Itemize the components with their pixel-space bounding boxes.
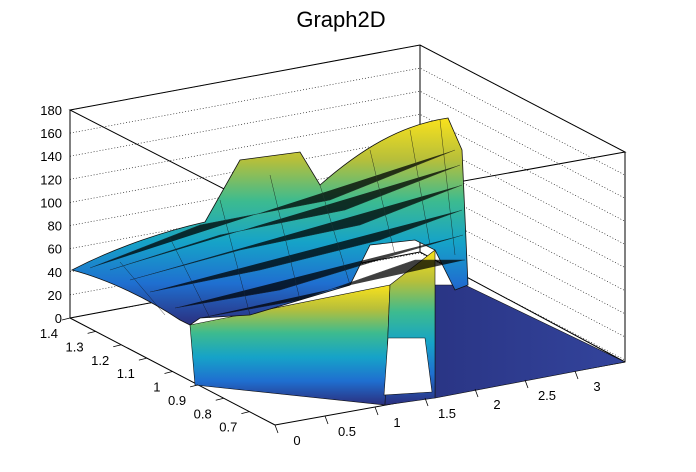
y-tick-label: 0.8 [194, 406, 212, 421]
x-tick-label: 0 [293, 433, 300, 448]
x-tick-label: 2 [493, 397, 500, 412]
x-tick-label: 2.5 [538, 388, 556, 403]
y-tick-label: 1 [153, 380, 160, 395]
y-tick-label: 0.9 [168, 393, 186, 408]
x-tick-mark [424, 397, 429, 407]
x-tick-mark [574, 370, 579, 380]
z-gridline [69, 183, 626, 291]
grid-lines [69, 44, 626, 361]
z-tick-label: 100 [40, 195, 62, 210]
y-tick-mark [113, 344, 122, 348]
x-tick-mark [374, 406, 379, 416]
x-tick-mark [324, 415, 329, 425]
z-tick-label: 180 [40, 103, 62, 118]
z-gridline [69, 114, 626, 222]
y-tick-label: 1.3 [66, 339, 84, 354]
chart-title: Graph2D [296, 7, 385, 32]
x-tick-mark [524, 379, 529, 389]
z-gridline [69, 160, 626, 268]
y-tick-mark [190, 384, 199, 388]
y-tick-label: 1.1 [117, 366, 135, 381]
z-gridline [69, 44, 626, 153]
surface [70, 117, 626, 406]
surface-gap [383, 337, 433, 396]
z-tick-label: 160 [40, 126, 62, 141]
y-tick-label: 1.2 [91, 353, 109, 368]
z-gridline [69, 67, 626, 176]
z-tick-label: 120 [40, 172, 62, 187]
y-tick-mark [241, 411, 250, 415]
x-tick-label: 1.5 [438, 406, 456, 421]
x-tick-mark [274, 424, 279, 434]
y-tick-mark [215, 397, 224, 401]
z-gridline [69, 90, 626, 199]
y-tick-mark [164, 371, 173, 374]
z-gridline [69, 206, 626, 315]
z-tick-label: 0 [55, 311, 62, 326]
z-tick-label: 60 [48, 242, 62, 257]
z-gridline [69, 252, 626, 361]
x-tick-mark [474, 388, 479, 398]
x-tick-label: 3 [593, 379, 600, 394]
z-gridline [69, 137, 626, 245]
x-tick-label: 1 [393, 415, 400, 430]
z-gridline [69, 229, 626, 338]
y-tick-label: 0.7 [219, 420, 237, 435]
y-tick-mark [87, 330, 96, 334]
z-tick-label: 40 [48, 265, 62, 280]
z-tick-label: 80 [48, 219, 62, 234]
axis-ticks: 0204060801001201401601800.70.80.911.11.2… [40, 103, 601, 448]
y-tick-mark [61, 317, 71, 321]
x-tick-label: 0.5 [338, 424, 356, 439]
y-tick-label: 1.4 [40, 326, 58, 341]
z-tick-label: 20 [48, 288, 62, 303]
z-tick-label: 140 [40, 149, 62, 164]
y-tick-mark [138, 357, 147, 361]
